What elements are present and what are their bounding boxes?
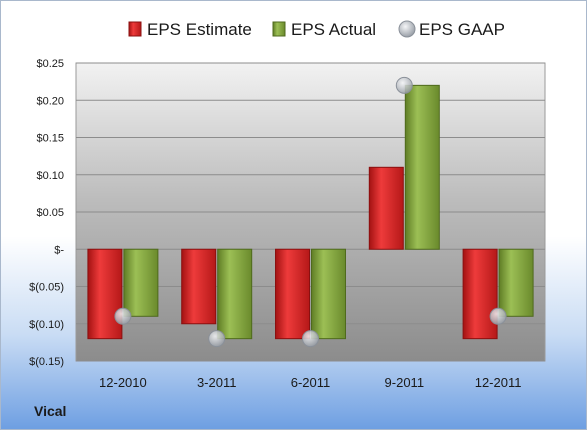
eps-gaap-marker xyxy=(114,307,132,325)
y-tick-label: $0.20 xyxy=(36,95,64,107)
legend-swatch xyxy=(128,21,142,37)
x-tick-label: 9-2011 xyxy=(385,375,425,390)
y-tick-label: $(0.05) xyxy=(29,282,64,294)
x-tick-label: 12-2011 xyxy=(475,375,522,390)
company-label: Vical xyxy=(34,403,66,419)
eps-estimate-bar xyxy=(275,248,310,340)
eps-actual-bar xyxy=(498,248,534,317)
y-tick-label: $0.10 xyxy=(36,170,64,182)
legend-swatch xyxy=(398,20,416,38)
y-tick-label: $(0.15) xyxy=(29,356,64,368)
legend: EPS Estimate EPS Actual EPS GAAP xyxy=(128,20,505,39)
x-tick-label: 6-2011 xyxy=(291,375,331,390)
eps-actual-bar xyxy=(311,248,346,340)
y-tick-label: $0.05 xyxy=(36,207,64,219)
eps-gaap-marker xyxy=(208,330,226,348)
y-tick-label: $0.15 xyxy=(36,133,64,145)
eps-gaap-marker xyxy=(302,330,319,348)
bars xyxy=(87,84,534,340)
eps-estimate-bar xyxy=(368,166,404,250)
x-tick-label: 12-2010 xyxy=(99,375,147,390)
eps-estimate-bar xyxy=(181,248,217,325)
eps-actual-bar xyxy=(404,84,440,250)
eps-actual-bar xyxy=(217,248,253,340)
y-tick-label: $- xyxy=(54,244,64,256)
y-tick-label: $0.25 xyxy=(36,58,64,70)
legend-label: EPS Actual xyxy=(291,20,376,39)
legend-label: EPS Estimate xyxy=(147,20,252,39)
legend-label: EPS GAAP xyxy=(419,20,505,39)
y-tick-label: $(0.10) xyxy=(29,319,64,331)
eps-gaap-marker xyxy=(395,76,413,94)
legend-gaap: EPS GAAP xyxy=(398,20,505,39)
x-tick-label: 3-2011 xyxy=(197,375,237,390)
eps-actual-bar xyxy=(123,248,159,317)
eps-estimate-bar xyxy=(462,248,498,340)
gaap-markers xyxy=(114,76,507,348)
legend-actual: EPS Actual xyxy=(272,20,376,39)
x-axis-ticks: 12-2010 3-2011 6-2011 9-2011 12-2011 xyxy=(99,375,521,390)
legend-estimate: EPS Estimate xyxy=(128,20,252,39)
y-axis-ticks: $0.25 $0.20 $0.15 $0.10 $0.05 $- $(0.05) $(0.10… xyxy=(29,58,64,368)
eps-estimate-bar xyxy=(87,248,123,340)
eps-gaap-marker xyxy=(489,307,507,325)
legend-swatch xyxy=(272,21,286,37)
